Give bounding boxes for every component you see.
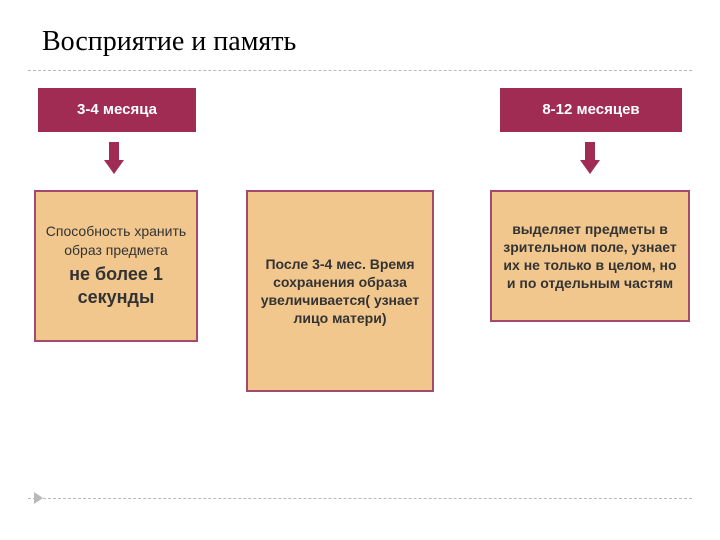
box-center-text: После 3-4 мес. Время сохранения образа у… — [248, 249, 432, 334]
content-box-center: После 3-4 мес. Время сохранения образа у… — [246, 190, 434, 392]
content-box-right: выделяет предметы в зрительном поле, узн… — [490, 190, 690, 322]
arrow-down-left — [104, 142, 124, 176]
page-title: Восприятие и память — [42, 26, 296, 58]
header-right-label: 8-12 месяцев — [542, 100, 639, 120]
box-left-text: Способность хранить образ предмета — [44, 222, 188, 258]
header-box-left: 3-4 месяца — [38, 88, 196, 132]
box-right-text: выделяет предметы в зрительном поле, узн… — [492, 214, 688, 299]
divider-top — [28, 70, 692, 71]
content-box-left: Способность хранить образ предмета не бо… — [34, 190, 198, 342]
header-box-right: 8-12 месяцев — [500, 88, 682, 132]
bullet-icon — [34, 492, 43, 504]
header-left-label: 3-4 месяца — [77, 100, 157, 120]
arrow-down-right — [580, 142, 600, 176]
divider-bottom — [28, 498, 692, 499]
box-left-bold: не более 1 секунды — [44, 263, 188, 310]
